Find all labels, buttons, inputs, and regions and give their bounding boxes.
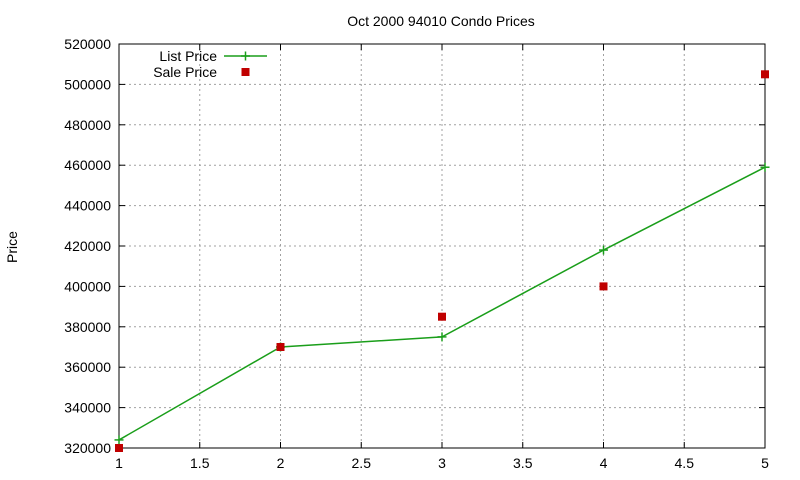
y-tick-label: 440000	[64, 198, 111, 214]
y-tick-label: 340000	[64, 400, 111, 416]
x-tick-label: 4.5	[675, 455, 695, 471]
x-tick-label: 3	[438, 455, 446, 471]
list-price-point	[599, 245, 608, 255]
y-tick-label: 480000	[64, 117, 111, 133]
plot-frame	[118, 43, 766, 449]
list-price-point	[760, 162, 770, 172]
sale-price-point	[599, 282, 608, 291]
legend-square-marker	[241, 68, 250, 76]
sale-price-point	[115, 444, 123, 452]
x-tick-label: 2	[277, 455, 285, 471]
y-axis-label: Price	[4, 231, 20, 263]
x-tick-label: 3.5	[513, 455, 533, 471]
sale-price-point	[761, 70, 769, 79]
sale-price-point	[276, 343, 285, 351]
y-tick-label: 360000	[64, 359, 111, 375]
x-tick-label: 1.5	[190, 455, 210, 471]
x-tick-label: 2.5	[352, 455, 372, 471]
y-tick-label: 460000	[64, 157, 111, 173]
y-tick-label: 420000	[64, 238, 111, 254]
y-tick-label: 320000	[64, 440, 111, 456]
series-layer	[114, 70, 770, 452]
x-tick-label: 5	[761, 455, 769, 471]
x-tick-label: 1	[115, 455, 123, 471]
y-tick-label: 520000	[64, 36, 111, 52]
x-tick-label: 4	[600, 455, 608, 471]
legend-plus-marker	[241, 51, 250, 61]
y-tick-label: 400000	[64, 278, 111, 294]
list-price-point	[437, 332, 447, 342]
y-tick-label: 380000	[64, 319, 111, 335]
chart-title: Oct 2000 94010 Condo Prices	[347, 13, 535, 29]
list-price-point	[114, 435, 124, 445]
tick-labels: 1 1.5 2 2.5 3 3.5 4 4.5 5 320000 340000 360000 38000…	[64, 36, 769, 471]
grid-lines	[119, 44, 765, 448]
y-tick-label: 500000	[64, 76, 111, 92]
sale-price-point	[438, 312, 446, 321]
legend-label: List Price	[159, 48, 217, 64]
legend-label: Sale Price	[153, 64, 217, 80]
